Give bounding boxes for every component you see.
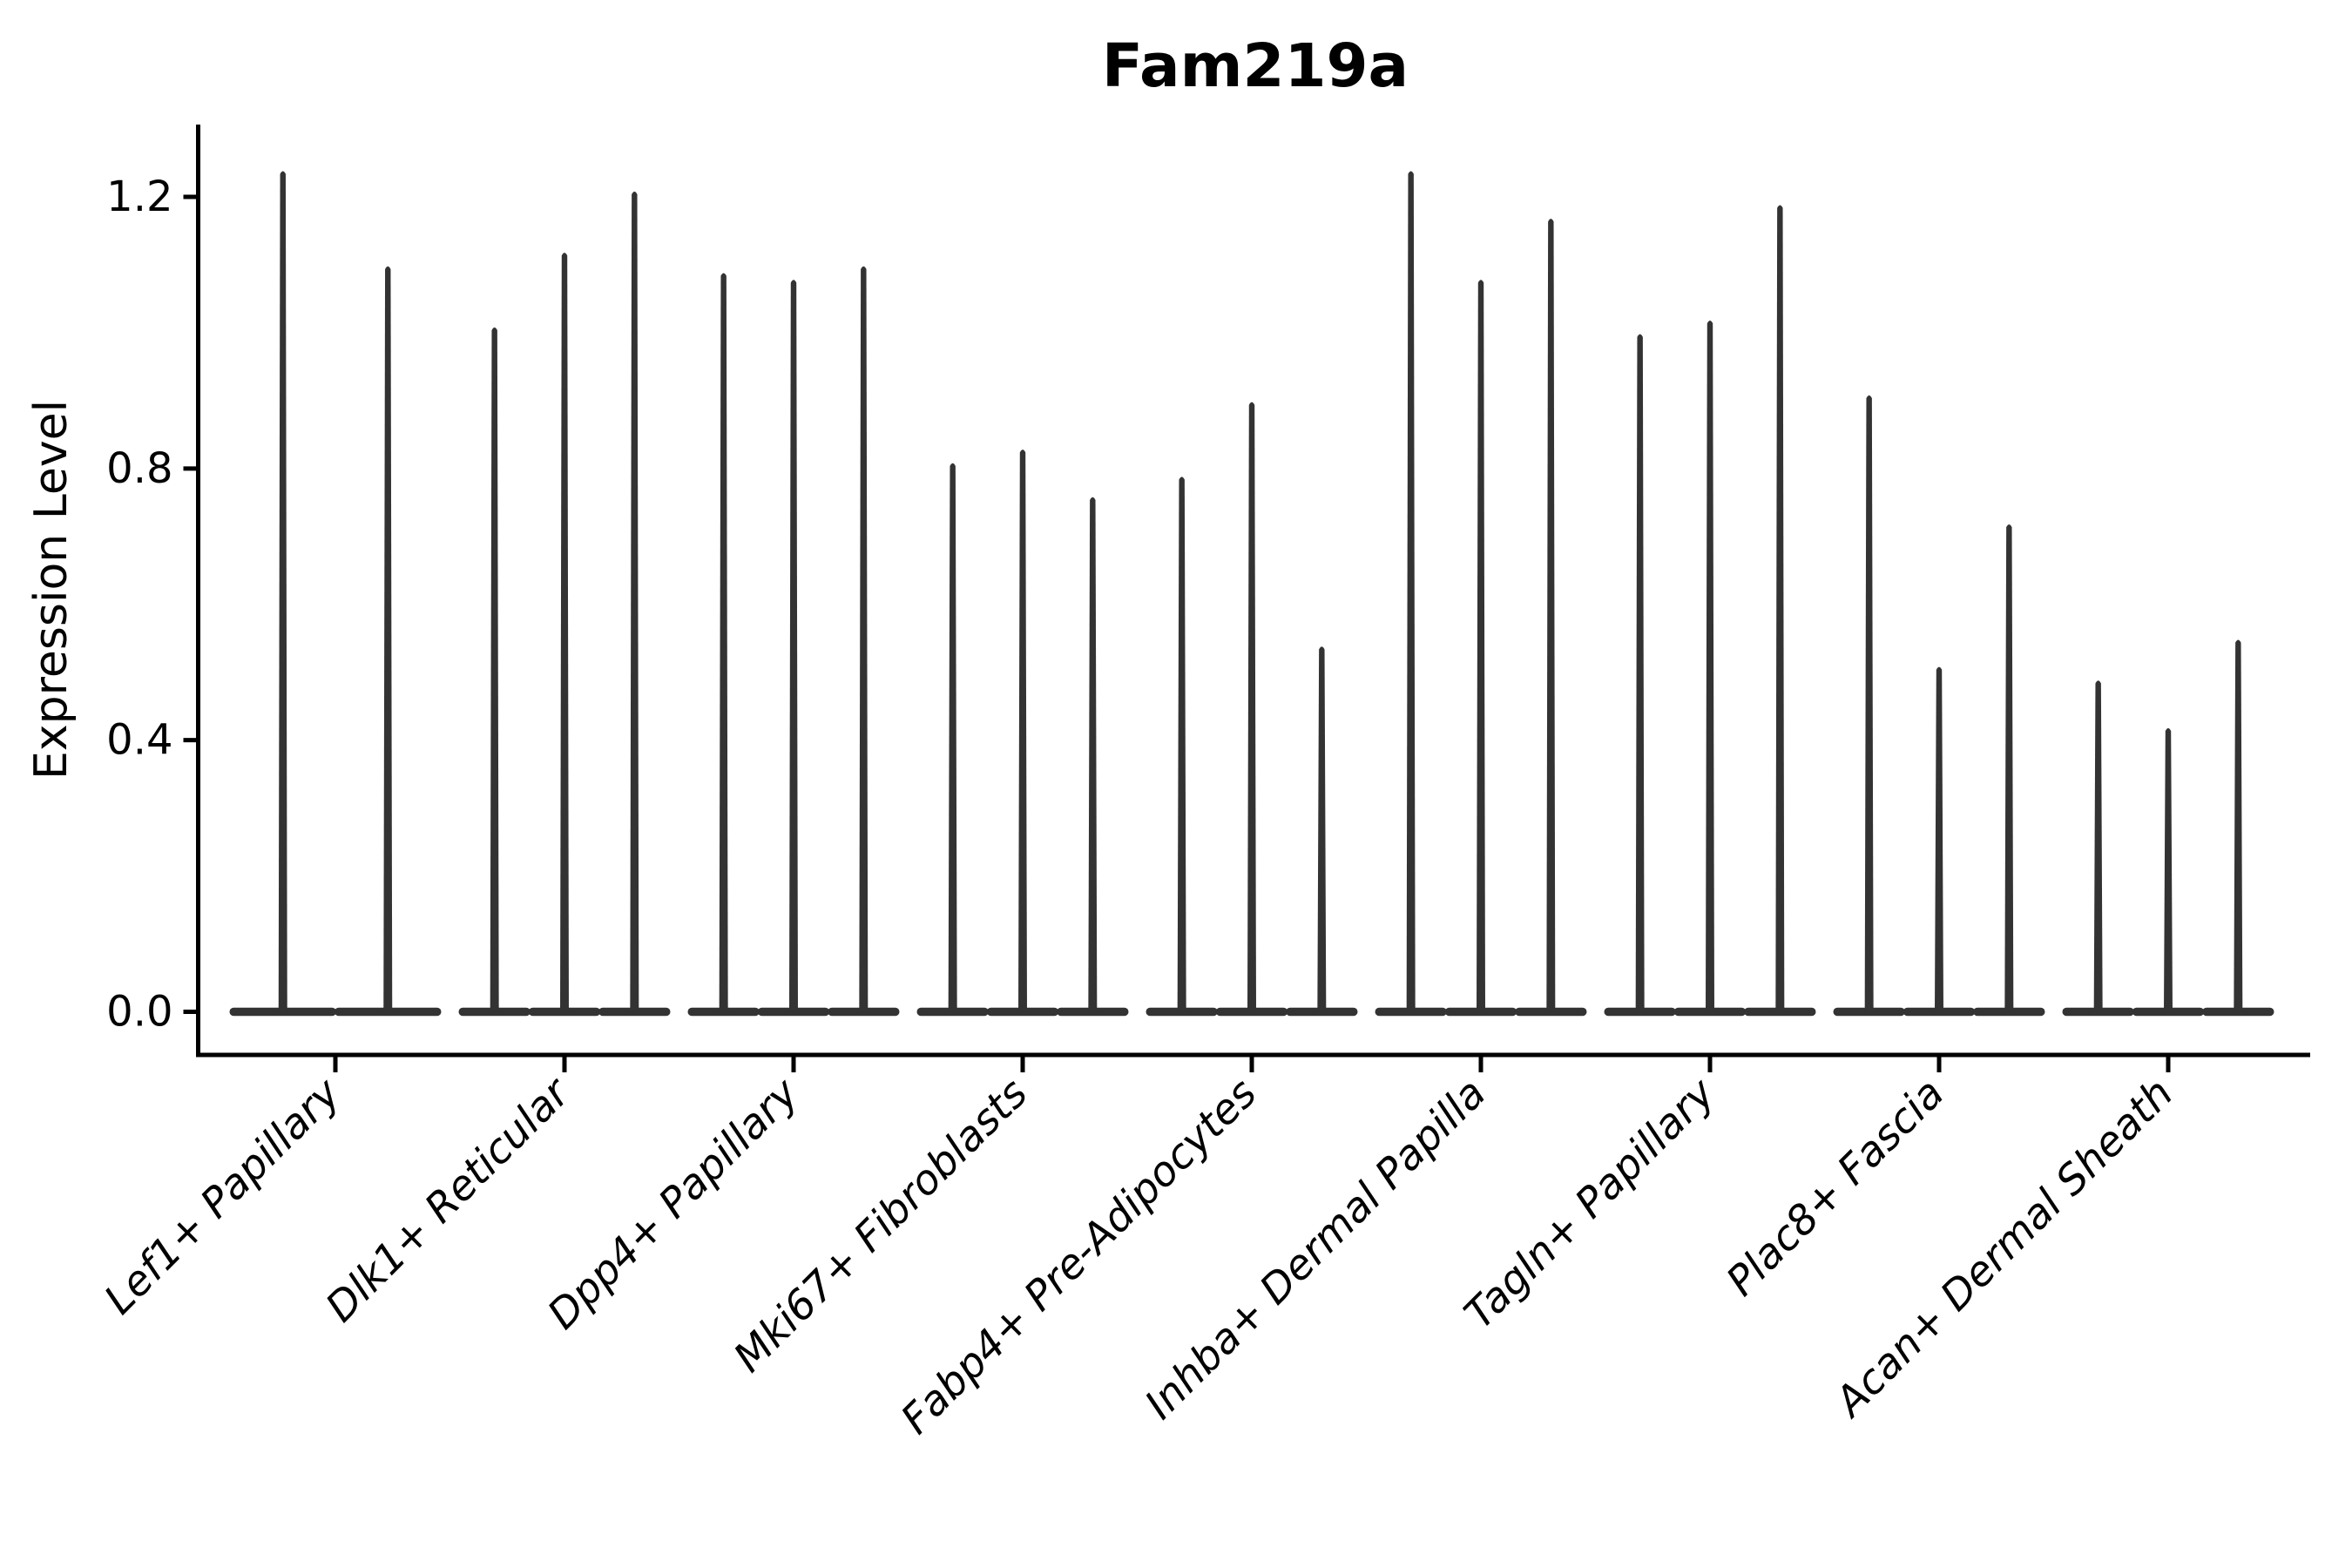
violin-spike bbox=[560, 253, 569, 1013]
violin-spike bbox=[2164, 727, 2173, 1013]
violin-spike bbox=[789, 280, 798, 1013]
x-tick-label: Tagln+ Papillary bbox=[1456, 1069, 1726, 1339]
violin-spike bbox=[948, 463, 957, 1013]
x-tick-label: Dpp4+ Papillary bbox=[538, 1069, 808, 1339]
violin-spike bbox=[1177, 476, 1186, 1013]
violin-spike bbox=[1635, 334, 1645, 1013]
violin-spike bbox=[1775, 205, 1785, 1013]
y-tick-label: 0.8 bbox=[106, 444, 172, 493]
violin-spike bbox=[630, 191, 639, 1013]
x-tick-label: Lef1+ Papillary bbox=[95, 1069, 350, 1324]
violin-spike bbox=[1317, 646, 1327, 1013]
violin-spike bbox=[2234, 639, 2243, 1013]
violin-spike bbox=[490, 327, 499, 1013]
violin-spike bbox=[1088, 497, 1098, 1013]
violin-spike bbox=[2093, 680, 2103, 1013]
violin-spike bbox=[278, 171, 287, 1013]
y-axis-label: Expression Level bbox=[25, 400, 78, 780]
violin-spike bbox=[1018, 449, 1027, 1013]
violin-spike bbox=[1247, 402, 1256, 1013]
x-tick-label: Dlk1+ Reticular bbox=[317, 1068, 581, 1332]
violin-spike bbox=[719, 273, 728, 1013]
y-tick-label: 0.4 bbox=[106, 716, 172, 765]
violin-spike bbox=[1706, 321, 1714, 1013]
y-tick-label: 1.2 bbox=[106, 172, 172, 221]
violin-spike bbox=[1935, 666, 1943, 1013]
violin-spike bbox=[1406, 171, 1416, 1013]
x-tick-label: Plac8+ Fascia bbox=[1717, 1070, 1953, 1306]
violin-spike bbox=[1477, 280, 1485, 1013]
violin-spike bbox=[1864, 395, 1874, 1013]
y-tick-label: 0.0 bbox=[106, 988, 172, 1037]
chart-title: Fam219a bbox=[1102, 31, 1409, 101]
violin-spike bbox=[383, 266, 393, 1013]
violins-layer bbox=[229, 171, 2274, 1017]
violin-spike bbox=[859, 266, 868, 1013]
violin-spike bbox=[2004, 524, 2014, 1013]
violin-spike bbox=[1546, 219, 1556, 1013]
